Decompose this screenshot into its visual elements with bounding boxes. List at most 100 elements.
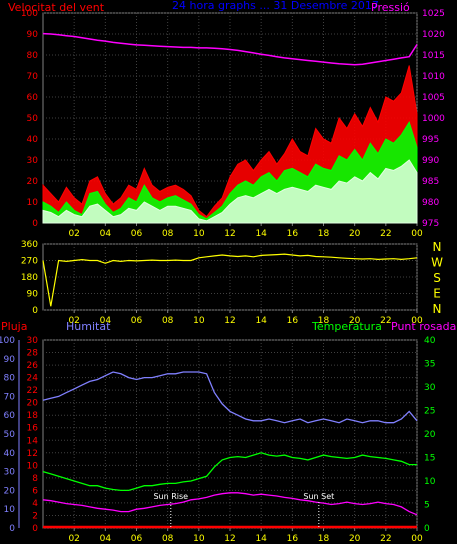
sunset-label: Sun Set — [303, 492, 334, 501]
x-tick-label: 10 — [193, 534, 205, 544]
rain-tick-label: 22 — [27, 386, 38, 396]
direction-series — [42, 253, 418, 307]
x-tick-label: 08 — [162, 229, 174, 239]
pressure-tick-label: 985 — [422, 177, 439, 187]
pressure-tick-label: 1010 — [422, 72, 445, 82]
compass-label-n: N — [433, 240, 442, 254]
temperature-tick-label: 15 — [424, 454, 435, 464]
rain-tick-label: 6 — [32, 486, 38, 496]
temperature-tick-label: 5 — [424, 501, 430, 511]
rain-tick-label: 4 — [32, 499, 38, 509]
rain-tick-label: 18 — [27, 411, 39, 421]
direction-tick-label: 90 — [27, 290, 39, 300]
x-tick-label: 18 — [318, 316, 330, 326]
humidity-tick-label: 80 — [4, 374, 16, 384]
direction-gridlines — [43, 243, 418, 311]
dewpoint-axis-title: Punt rosada — [391, 320, 456, 333]
x-tick-label: 16 — [287, 316, 299, 326]
humidity-tick-label: 50 — [4, 430, 16, 440]
humidity-tick-label: 90 — [4, 355, 16, 365]
humidity-axis-title: Humitat — [66, 320, 111, 333]
x-tick-label: 12 — [224, 229, 235, 239]
wind-speed-tick-label: 100 — [21, 9, 38, 19]
x-tick-label: 04 — [100, 229, 112, 239]
rain-tick-label: 10 — [27, 461, 39, 471]
temperature-tick-label: 35 — [424, 360, 435, 370]
rain-axis-title: Pluja — [1, 320, 27, 333]
temperature-tick-label: 0 — [424, 524, 430, 534]
temperature-tick-label: 20 — [424, 430, 436, 440]
x-tick-label: 02 — [68, 534, 79, 544]
humidity-tick-label: 100 — [0, 336, 15, 346]
temperature-line — [42, 452, 417, 492]
humidity-tick-label: 0 — [9, 524, 15, 534]
pressure-line — [42, 32, 418, 66]
chart-title: 24 hora graphs ... 31 Desembre 2017 — [172, 0, 379, 12]
rain-tick-label: 2 — [32, 511, 38, 521]
rain-tick-label: 16 — [27, 424, 39, 434]
rain-tick-label: 20 — [27, 399, 39, 409]
humidity-gridlines — [43, 339, 418, 529]
wind-speed-tick-label: 50 — [27, 114, 39, 124]
wind-speed-tick-label: 40 — [27, 135, 39, 145]
humidity-tick-label: 70 — [4, 392, 16, 402]
x-tick-label: 18 — [318, 534, 330, 544]
sunrise-label: Sun Rise — [153, 492, 188, 501]
temperature-tick-label: 25 — [424, 407, 435, 417]
x-tick-label: 18 — [318, 229, 330, 239]
wind-speed-tick-label: 10 — [27, 198, 39, 208]
wind-hour-ticks: 02 04 06 08 10 12 14 16 18 20 22 00 — [68, 223, 423, 239]
humidity-tick-label: 60 — [4, 411, 16, 421]
humidity-tick-label: 10 — [4, 505, 16, 515]
avg-area — [42, 159, 418, 224]
x-tick-label: 16 — [287, 534, 299, 544]
x-tick-label: 16 — [287, 229, 299, 239]
pressure-tick-label: 1005 — [422, 93, 445, 103]
x-tick-label: 10 — [193, 316, 205, 326]
direction-tick-label: 180 — [21, 273, 38, 283]
direction-tick-label: 360 — [21, 240, 38, 250]
pressure-tick-label: 1000 — [422, 114, 445, 124]
compass-label-s: S — [433, 271, 441, 285]
dewpoint-line — [42, 492, 418, 516]
x-tick-label: 04 — [100, 316, 112, 326]
humidity-series — [42, 371, 418, 529]
x-tick-label: 14 — [255, 316, 267, 326]
rain-tick-label: 8 — [32, 474, 38, 484]
rain-tick-label: 26 — [27, 361, 39, 371]
compass-label-e: E — [433, 287, 441, 301]
x-tick-label: 02 — [68, 316, 79, 326]
x-tick-label: 20 — [349, 316, 361, 326]
temperature-tick-label: 30 — [424, 383, 436, 393]
x-tick-label: 08 — [162, 534, 174, 544]
wind-direction-line — [42, 253, 418, 307]
humidity-hour-ticks: 02 04 06 08 10 12 14 16 18 20 22 00 — [68, 528, 423, 544]
wind-speed-ticks: 0 10 20 30 40 50 60 70 80 90 100 — [21, 9, 38, 229]
wind-series — [42, 32, 418, 224]
x-tick-label: 00 — [411, 534, 423, 544]
temperature-tick-label: 10 — [424, 477, 436, 487]
x-tick-label: 04 — [100, 534, 112, 544]
pressure-tick-label: 975 — [422, 219, 439, 229]
wind-speed-tick-label: 70 — [27, 72, 39, 82]
humidity-line — [42, 371, 418, 424]
x-tick-label: 10 — [193, 229, 205, 239]
wind-pressure-chart: Velocitat del vent 24 hora graphs ... 31… — [8, 0, 445, 239]
rain-tick-label: 28 — [27, 349, 39, 359]
wind-speed-tick-label: 0 — [32, 219, 38, 229]
x-tick-label: 22 — [380, 316, 391, 326]
pressure-tick-label: 1025 — [422, 9, 445, 19]
pressure-tick-label: 980 — [422, 198, 439, 208]
rain-tick-label: 30 — [27, 336, 39, 346]
pressure-axis-title: Pressió — [371, 1, 410, 14]
x-tick-label: 22 — [380, 229, 391, 239]
humidity-tick-label: 20 — [4, 486, 16, 496]
rain-tick-label: 12 — [27, 449, 38, 459]
rain-tick-label: 0 — [32, 524, 38, 534]
temperature-tick-label: 40 — [424, 336, 436, 346]
rain-tick-label: 24 — [27, 374, 39, 384]
wind-speed-tick-label: 20 — [27, 177, 39, 187]
sun-markers: Sun Rise Sun Set — [153, 492, 334, 528]
